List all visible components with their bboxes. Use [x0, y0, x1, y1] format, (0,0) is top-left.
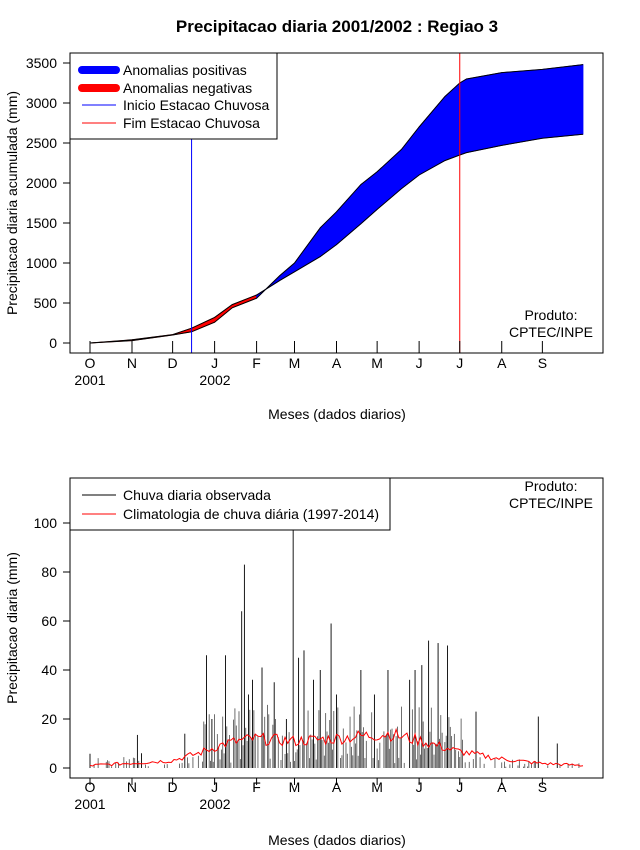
chart-top-annotation: Produto:	[525, 307, 578, 323]
chart-top-title: Precipitacao diaria 2001/2002 : Regiao 3	[176, 17, 498, 36]
legend-text: Inicio Estacao Chuvosa	[123, 97, 270, 113]
x-tick-label: M	[371, 779, 383, 795]
y-tick-label: 2000	[26, 175, 57, 191]
x-tick-label: D	[168, 779, 178, 795]
chart-top-x-label: Meses (dados diarios)	[268, 406, 406, 422]
chart-top-areas	[89, 64, 584, 344]
positive-anomaly-area	[279, 262, 295, 282]
chart-top-y-label: Precipitacao diaria acumulada (mm)	[4, 91, 20, 315]
legend-text: Anomalias negativas	[123, 80, 252, 96]
chart-bottom-annotation: Produto:	[525, 478, 578, 494]
x-tick-label: D	[168, 355, 178, 371]
chart-top-y-axis: 0 500 1000 1500 2000 2500 3000 3500	[26, 55, 71, 351]
x-tick-label: F	[252, 779, 261, 795]
observed-cumulative-line	[89, 64, 584, 344]
x-tick-label: M	[289, 355, 301, 371]
x-tick-label: N	[127, 779, 137, 795]
chart-bottom-legend: Chuva diaria observada Climatologia de c…	[69, 477, 391, 531]
positive-anomaly-area	[541, 64, 584, 139]
y-tick-label: 100	[34, 515, 58, 531]
positive-anomaly-area	[401, 125, 420, 190]
x-tick-label: O	[85, 779, 96, 795]
legend-text: Anomalias positivas	[123, 62, 247, 78]
x-tick-label: N	[127, 355, 137, 371]
y-tick-label: 40	[41, 662, 57, 678]
chart-bottom-bars	[89, 530, 580, 768]
chart-bottom: 0 20 40 60 80 100 O N D J F M A M J J A S 2001 2002 Mese…	[4, 477, 604, 848]
legend-text: Chuva diaria observada	[123, 487, 271, 503]
y-tick-label: 3000	[26, 95, 57, 111]
legend-text: Fim Estacao Chuvosa	[123, 115, 260, 131]
chart-bottom-x-label: Meses (dados diarios)	[268, 832, 406, 848]
positive-anomaly-area	[501, 68, 543, 146]
x-tick-label: M	[371, 355, 383, 371]
climatology-cumulative-line	[89, 133, 584, 344]
x-tick-label: A	[497, 779, 507, 795]
legend-box	[69, 477, 391, 531]
chart-bottom-year-label: 2001	[74, 796, 105, 812]
y-tick-label: 500	[34, 295, 58, 311]
x-tick-label: A	[332, 779, 342, 795]
x-tick-label: J	[456, 355, 463, 371]
chart-bottom-year-label: 2002	[199, 796, 230, 812]
x-tick-label: A	[497, 355, 507, 371]
y-tick-label: 80	[41, 564, 57, 580]
chart-top-annotation: CPTEC/INPE	[509, 324, 593, 340]
x-tick-label: A	[332, 355, 342, 371]
x-tick-label: S	[538, 355, 547, 371]
chart-top-year-label: 2002	[199, 372, 230, 388]
y-tick-label: 0	[49, 760, 57, 776]
x-tick-label: O	[85, 355, 96, 371]
y-tick-label: 3500	[26, 55, 57, 71]
x-tick-label: J	[416, 355, 423, 371]
y-tick-label: 60	[41, 613, 57, 629]
y-tick-label: 20	[41, 711, 57, 727]
positive-anomaly-area	[294, 226, 321, 273]
positive-anomaly-area	[466, 72, 503, 154]
x-tick-label: J	[211, 779, 218, 795]
x-tick-label: M	[289, 779, 301, 795]
y-tick-label: 2500	[26, 135, 57, 151]
chart-top-year-label: 2001	[74, 372, 105, 388]
y-tick-label: 1000	[26, 255, 57, 271]
x-tick-label: J	[211, 355, 218, 371]
x-tick-label: S	[538, 779, 547, 795]
chart-bottom-y-axis: 0 20 40 60 80 100	[34, 515, 71, 776]
legend-text: Climatologia de chuva diária (1997-2014)	[123, 506, 379, 522]
positive-anomaly-area	[459, 78, 467, 156]
positive-anomaly-area	[376, 148, 402, 211]
x-tick-label: J	[416, 779, 423, 795]
y-tick-label: 0	[49, 335, 57, 351]
chart-top: Precipitacao diaria 2001/2002 : Regiao 3…	[4, 17, 604, 422]
positive-anomaly-area	[336, 183, 362, 246]
positive-anomaly-area	[319, 210, 337, 258]
y-tick-label: 1500	[26, 215, 57, 231]
x-tick-label: F	[252, 355, 261, 371]
x-tick-label: J	[456, 779, 463, 795]
chart-bottom-climatology-line	[89, 727, 584, 767]
chart-top-legend: Anomalias positivas Anomalias negativas …	[69, 52, 278, 140]
chart-bottom-annotation: CPTEC/INPE	[509, 495, 593, 511]
chart-bottom-y-label: Precipitacao diaria (mm)	[4, 552, 20, 704]
